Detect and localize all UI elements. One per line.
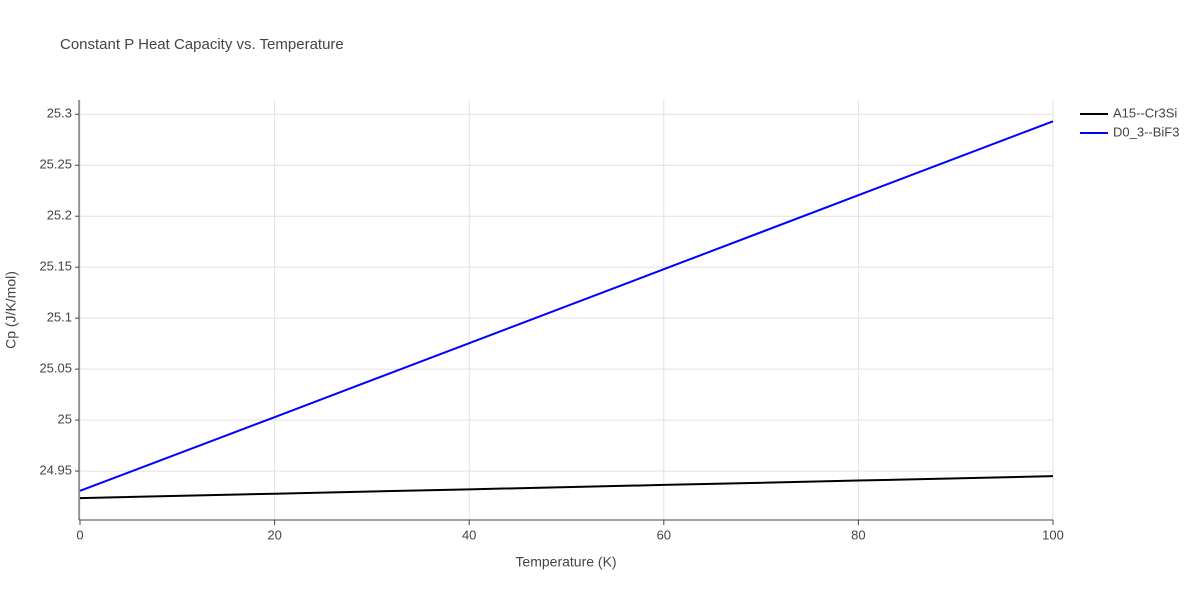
x-tick-label: 100	[1042, 527, 1064, 542]
y-tick-label: 25.2	[47, 208, 72, 223]
x-tick-label: 0	[76, 527, 83, 542]
x-tick-label: 20	[267, 527, 281, 542]
line-series	[79, 120, 1054, 492]
y-tick-label: 25	[58, 412, 72, 427]
y-axis-label: Cp (J/K/mol)	[3, 271, 19, 349]
legend: A15--Cr3Si D0_3--BiF3	[1080, 105, 1179, 139]
plot-area	[79, 120, 1054, 500]
y-tick-label: 25.05	[39, 361, 72, 376]
y-tick-label: 24.95	[39, 463, 72, 478]
y-tick-label: 25.25	[39, 157, 72, 172]
x-tick-label: 40	[462, 527, 476, 542]
x-tick-label: 80	[851, 527, 865, 542]
line-series	[79, 475, 1054, 500]
grid	[79, 100, 1054, 520]
chart-title: Constant P Heat Capacity vs. Temperature	[60, 36, 344, 53]
y-tick-label: 25.15	[39, 259, 72, 274]
legend-label: A15--Cr3Si	[1113, 105, 1177, 120]
legend-label: D0_3--BiF3	[1113, 124, 1179, 139]
y-tick-label: 25.3	[47, 106, 72, 121]
x-tick-label: 60	[657, 527, 671, 542]
x-axis-label: Temperature (K)	[515, 554, 616, 570]
y-tick-label: 25.1	[47, 310, 72, 325]
